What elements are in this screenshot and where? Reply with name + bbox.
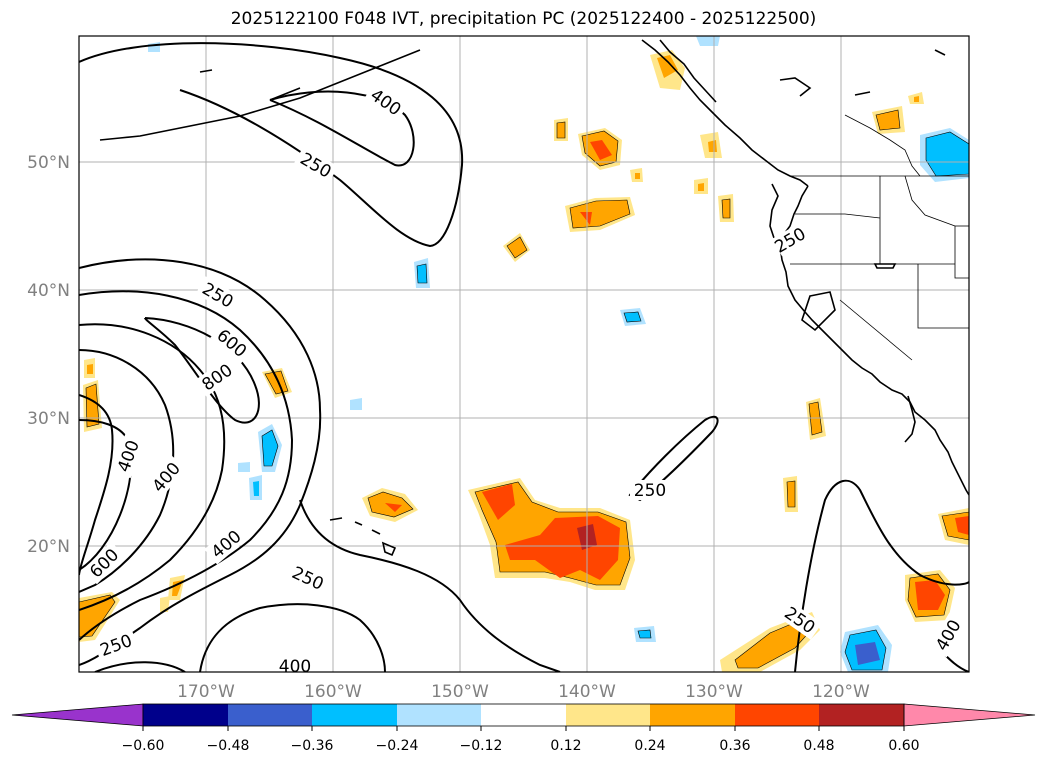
- longitude-labels: 170°W 160°W 150°W 140°W 130°W 120°W: [177, 682, 870, 702]
- precip-positive-areas: [79, 50, 969, 672]
- islands: [329, 263, 897, 557]
- lon-label: 160°W: [304, 682, 362, 702]
- contour-label: 400: [279, 657, 311, 677]
- colorbar-tick-label: 0.60: [888, 738, 919, 754]
- colorbar-tick-label: 0.48: [803, 738, 834, 754]
- lon-label: 140°W: [558, 682, 616, 702]
- lon-label: 120°W: [812, 682, 870, 702]
- contour-label: 250: [634, 481, 666, 501]
- lat-label: 30°N: [27, 409, 70, 429]
- colorbar-tick-label: −0.60: [122, 738, 165, 754]
- lat-label: 20°N: [27, 537, 70, 557]
- colorbar-tick-label: 0.36: [719, 738, 750, 754]
- colorbar-segment: [143, 704, 228, 726]
- latitude-labels: 50°N 40°N 30°N 20°N: [27, 153, 70, 557]
- colorbar-segment: [650, 704, 735, 726]
- colorbar-segment: [735, 704, 819, 726]
- colorbar-segment: [312, 704, 397, 726]
- colorbar-segment: [566, 704, 650, 726]
- colorbar-segment: [397, 704, 481, 726]
- colorbar-tick-label: −0.12: [460, 738, 503, 754]
- ivt-contours: [79, 42, 969, 672]
- colorbar-tick-marks: [142, 726, 905, 731]
- colorbar: −0.60 −0.48 −0.36 −0.24 −0.12 0.12 0.24 …: [11, 703, 1036, 754]
- colorbar-tick-label: −0.24: [376, 738, 419, 754]
- precip-negative-areas: [148, 36, 969, 672]
- map-frame: [78, 35, 970, 673]
- colorbar-segment: [228, 704, 312, 726]
- lat-label: 50°N: [27, 153, 70, 173]
- colorbar-extend-high: [903, 703, 1036, 727]
- colorbar-extend-low: [11, 703, 144, 727]
- lon-label: 170°W: [177, 682, 235, 702]
- colorbar-tick-label: 0.12: [550, 738, 581, 754]
- colorbar-segment: [819, 704, 904, 726]
- colorbar-tick-label: −0.36: [291, 738, 334, 754]
- map-title: 2025122100 F048 IVT, precipitation PC (2…: [230, 9, 817, 29]
- colorbar-segment: [481, 704, 566, 726]
- colorbar-tick-label: 0.24: [634, 738, 665, 754]
- land-interior-borders: [790, 114, 969, 361]
- lon-label: 150°W: [431, 682, 489, 702]
- colorbar-tick-label: −0.48: [207, 738, 250, 754]
- lon-label: 130°W: [685, 682, 743, 702]
- lat-label: 40°N: [27, 281, 70, 301]
